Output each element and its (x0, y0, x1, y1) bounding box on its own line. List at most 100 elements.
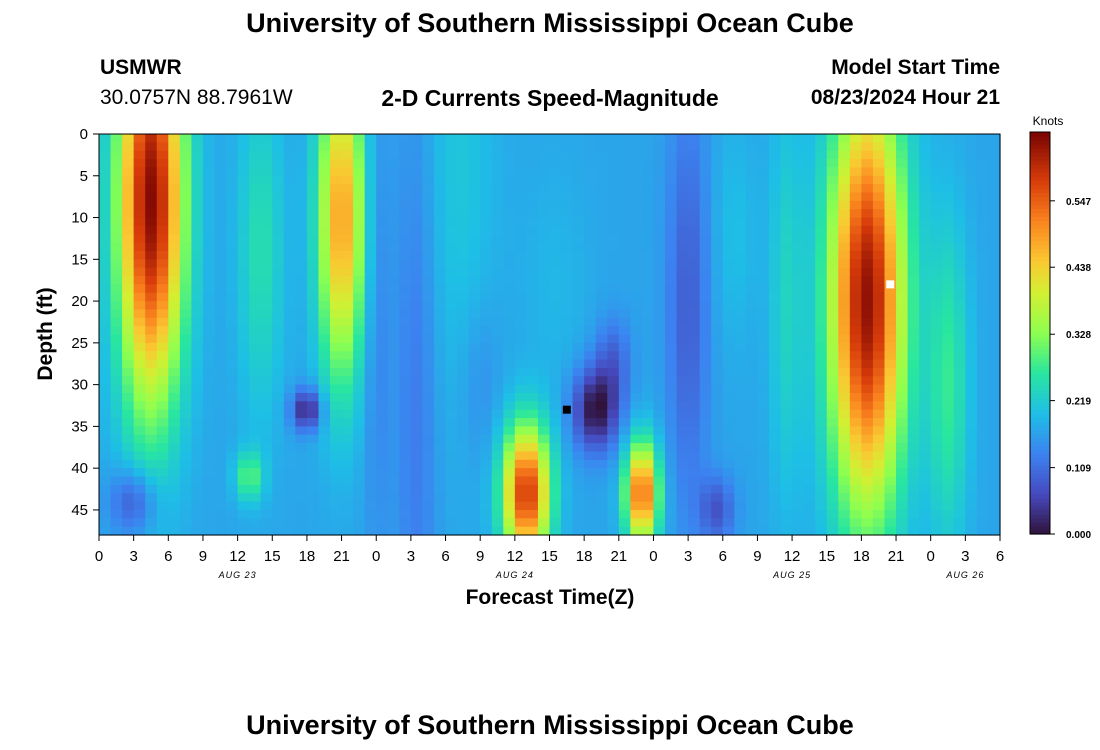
heatmap-cell (561, 334, 574, 344)
heatmap-cell (526, 359, 539, 369)
heatmap-cell (353, 200, 366, 210)
heatmap-cell (353, 175, 366, 185)
heatmap-cell (260, 184, 273, 194)
heatmap-cell (872, 284, 886, 294)
heatmap-cell (976, 209, 990, 219)
heatmap-cell (306, 518, 320, 528)
heatmap-cell (133, 376, 146, 386)
heatmap-cell (272, 334, 285, 344)
heatmap-cell (826, 134, 839, 143)
heatmap-cell (226, 468, 239, 478)
heatmap-cell (815, 384, 828, 394)
heatmap-cell (526, 184, 539, 194)
heatmap-cell (607, 501, 620, 511)
heatmap-cell (156, 192, 169, 202)
heatmap-cell (526, 200, 539, 210)
heatmap-cell (330, 384, 343, 394)
heatmap-cell (491, 159, 504, 169)
y-tick-label: 10 (71, 210, 88, 227)
heatmap-cell (156, 401, 169, 411)
heatmap-cell (168, 184, 181, 194)
heatmap-cell (757, 326, 770, 336)
station-name: USMWR (100, 56, 182, 79)
heatmap-cell (410, 476, 424, 486)
heatmap-cell (306, 426, 320, 436)
heatmap-cell (156, 334, 169, 344)
heatmap-cell (214, 376, 227, 386)
heatmap-cell (930, 359, 943, 369)
heatmap-cell (953, 451, 966, 461)
heatmap-cell (607, 267, 620, 277)
heatmap-cell (526, 259, 539, 269)
heatmap-cell (607, 309, 620, 319)
heatmap-cell (399, 468, 412, 478)
heatmap-cell (896, 250, 909, 260)
heatmap-cell (757, 367, 770, 377)
heatmap-cell (445, 225, 458, 235)
heatmap-cell (422, 309, 435, 319)
heatmap-cell (976, 234, 990, 244)
heatmap-cell (99, 301, 112, 311)
heatmap-cell (410, 501, 424, 511)
heatmap-cell (595, 376, 608, 386)
heatmap-cell (422, 392, 435, 402)
heatmap-cell (514, 301, 527, 311)
heatmap-cell (191, 493, 204, 503)
heatmap-cell (272, 384, 285, 394)
heatmap-cell (249, 359, 262, 369)
heatmap-cell (549, 317, 562, 327)
heatmap-cell (249, 468, 262, 478)
heatmap-cell (826, 175, 839, 185)
heatmap-cell (156, 326, 169, 336)
colorbar-segment (1030, 188, 1050, 193)
heatmap-cell (422, 150, 435, 160)
heatmap-cell (272, 309, 285, 319)
heatmap-cell (907, 518, 920, 528)
heatmap-cell (988, 284, 1001, 294)
heatmap-cell (306, 317, 320, 327)
heatmap-cell (745, 284, 759, 294)
heatmap-cell (422, 434, 435, 444)
heatmap-cell (780, 184, 793, 194)
heatmap-cell (607, 234, 620, 244)
heatmap-cell (318, 175, 331, 185)
heatmap-cell (803, 434, 816, 444)
heatmap-cell (237, 250, 250, 260)
heatmap-cell (387, 476, 400, 486)
heatmap-cell (156, 468, 169, 478)
heatmap-cell (387, 451, 400, 461)
heatmap-cell (757, 225, 770, 235)
heatmap-cell (133, 384, 146, 394)
colorbar-segment (1030, 441, 1050, 447)
heatmap-cell (491, 384, 504, 394)
heatmap-cell (480, 175, 493, 185)
heatmap-cell (861, 301, 874, 311)
heatmap-cell (641, 443, 655, 453)
heatmap-cell (896, 309, 909, 319)
heatmap-cell (607, 434, 620, 444)
heatmap-cell (688, 434, 701, 444)
heatmap-cell (249, 175, 262, 185)
heatmap-cell (803, 418, 816, 427)
heatmap-cell (503, 326, 516, 336)
heatmap-cell (618, 468, 631, 478)
heatmap-cell (711, 367, 724, 377)
heatmap-cell (445, 367, 458, 377)
heatmap-cell (457, 376, 470, 386)
heatmap-cell (110, 159, 123, 169)
heatmap-cell (537, 426, 551, 436)
heatmap-cell (133, 284, 146, 294)
heatmap-cell (815, 459, 828, 469)
heatmap-cell (237, 493, 250, 503)
heatmap-cell (676, 484, 689, 494)
heatmap-cell (757, 526, 770, 536)
heatmap-cell (607, 242, 620, 252)
heatmap-cell (226, 200, 239, 210)
x-tick-label: 3 (961, 548, 969, 565)
heatmap-cell (641, 150, 655, 160)
heatmap-cell (549, 242, 562, 252)
heatmap-cell (595, 276, 608, 285)
heatmap-cell (803, 367, 816, 377)
heatmap-cell (745, 134, 759, 143)
